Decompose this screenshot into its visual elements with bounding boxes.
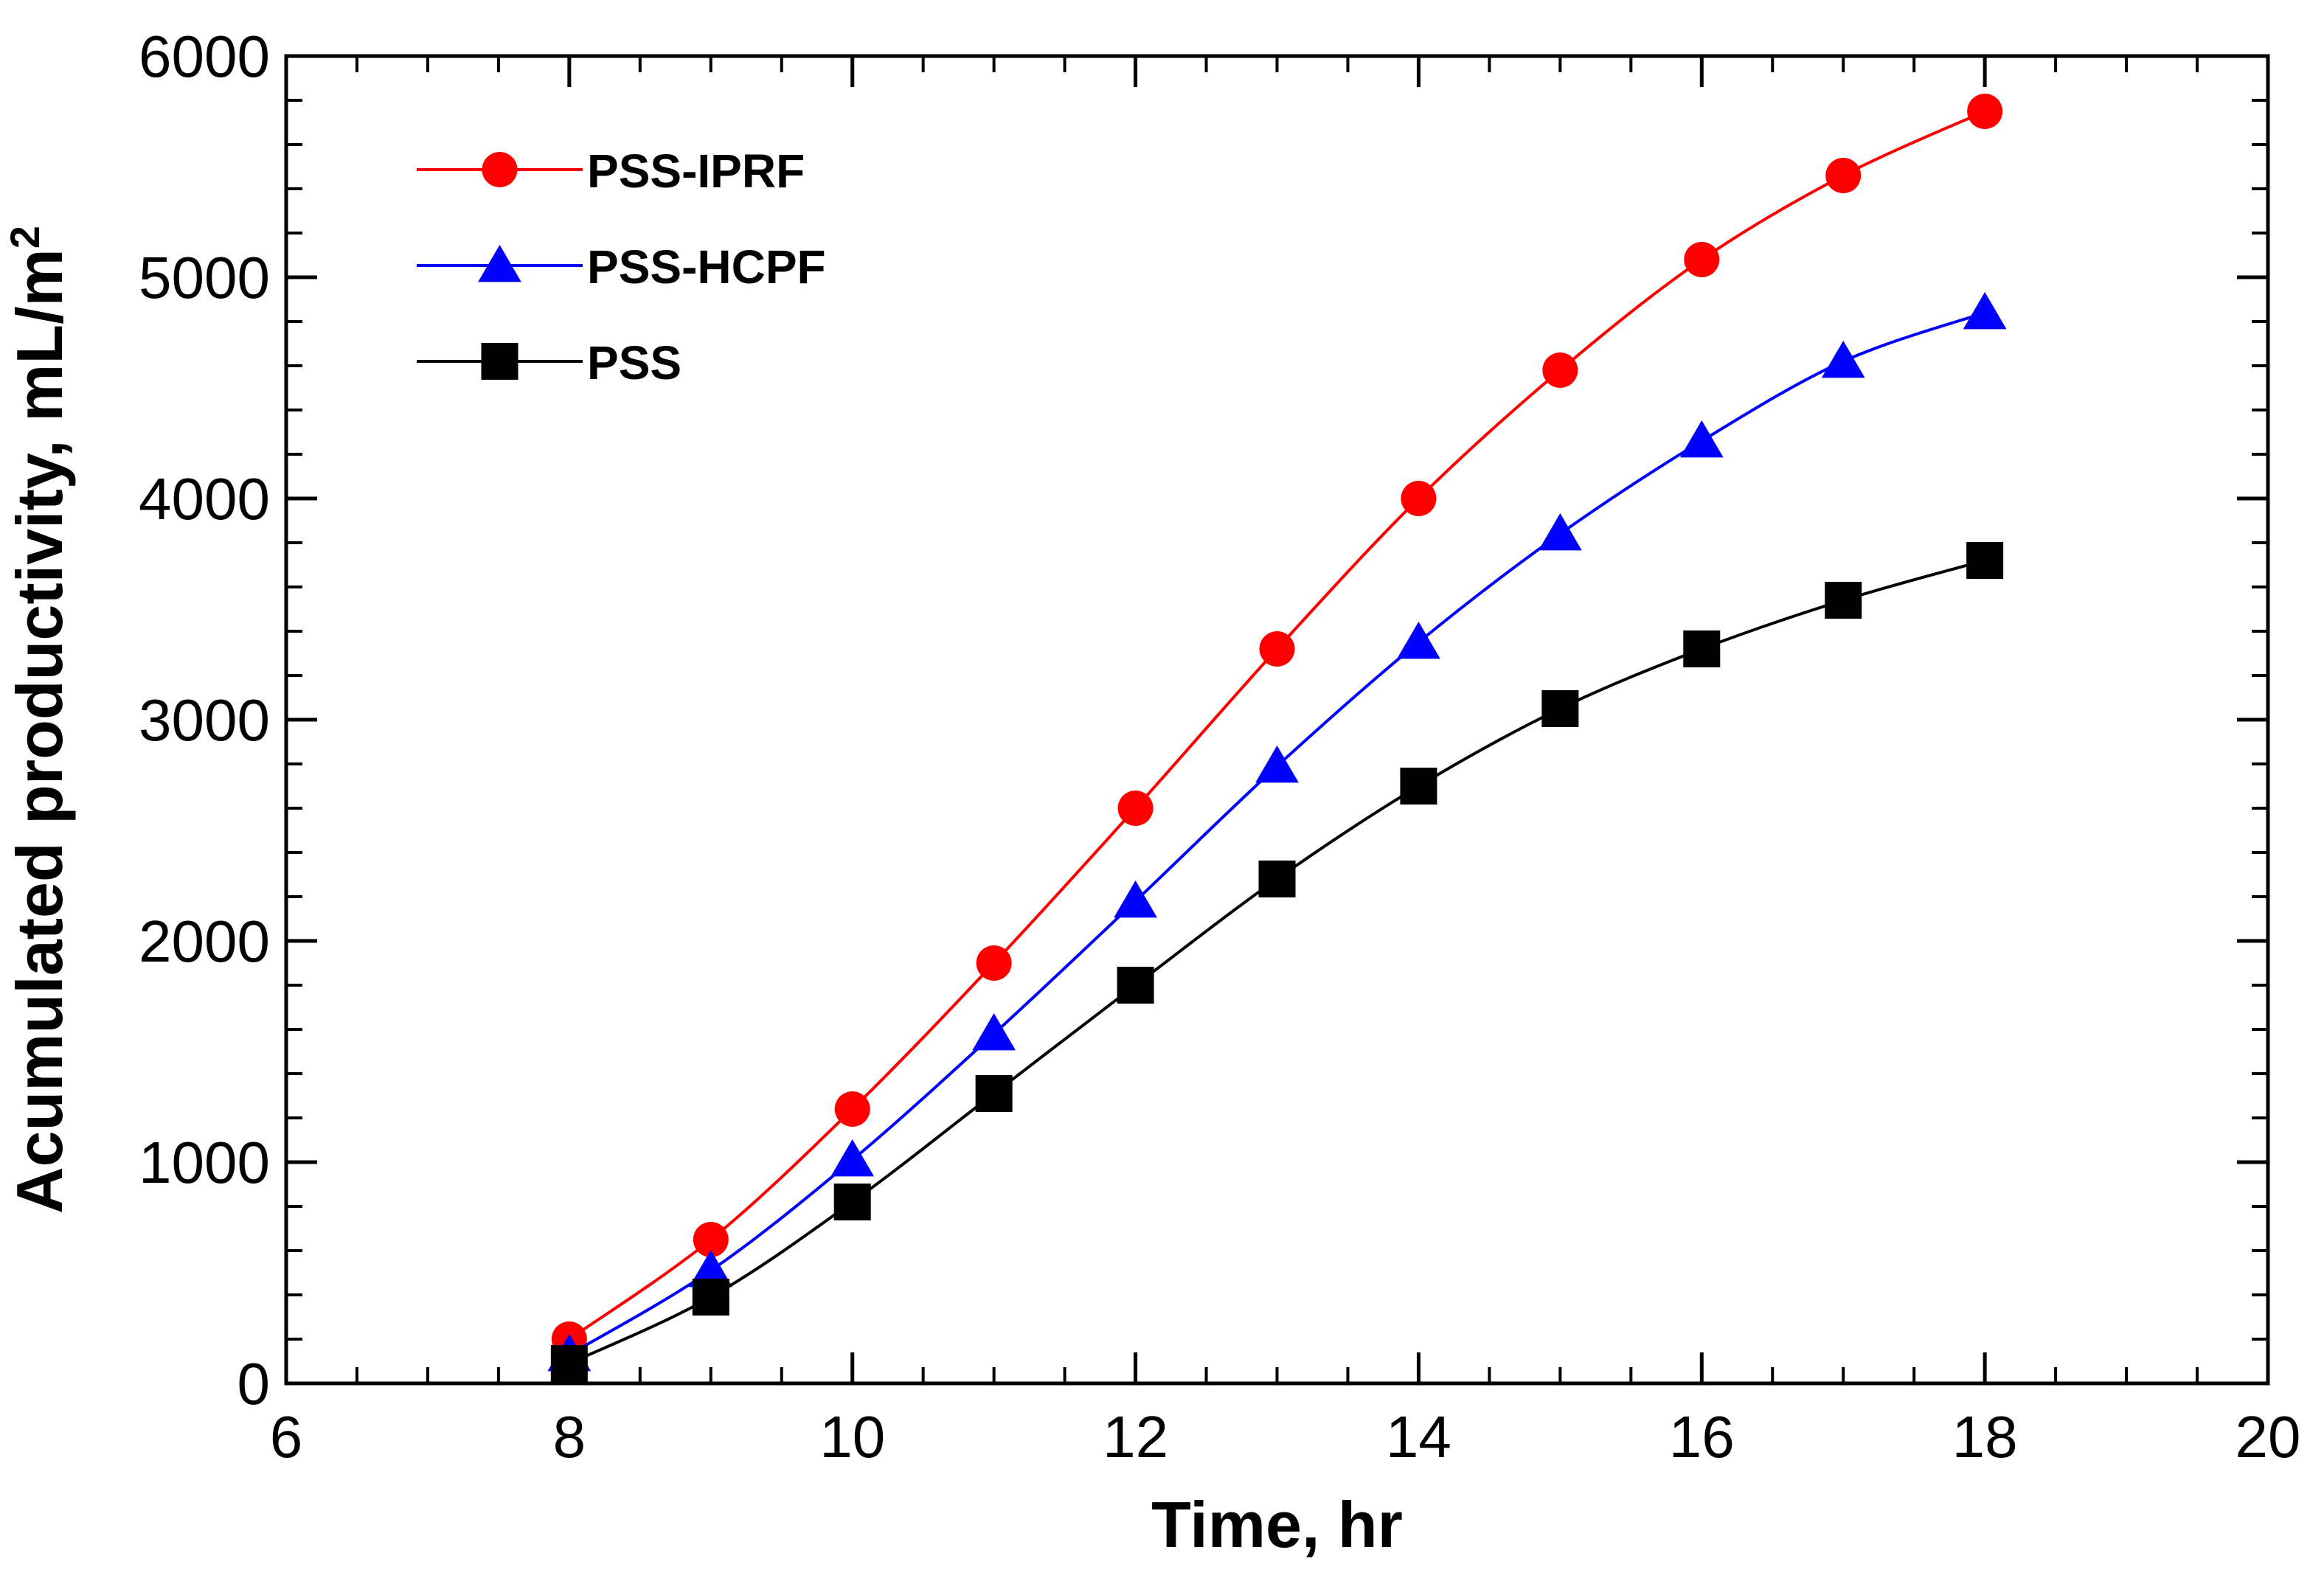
data-point-pss-hcpf [1963, 292, 2007, 330]
plot-frame [284, 54, 2270, 1386]
data-point-pss-iprf [1117, 790, 1154, 826]
y-axis-title: Acumulated productivity, mL/m2 [1, 226, 77, 1214]
y-tick-label: 0 [237, 1351, 271, 1417]
x-tick-label: 12 [1103, 1404, 1168, 1470]
data-point-pss-hcpf [1255, 746, 1299, 783]
data-point-pss [1683, 630, 1721, 667]
data-point-pss [1400, 768, 1437, 805]
data-point-pss-hcpf [1538, 513, 1582, 551]
legend-marker-pss-iprf [482, 152, 518, 187]
data-point-pss [692, 1279, 729, 1316]
series-line-pss-iprf [568, 110, 1985, 1341]
data-point-pss [833, 1184, 871, 1220]
data-point-pss [1117, 967, 1154, 1004]
x-tick-label: 18 [1952, 1404, 2018, 1470]
data-point-pss-hcpf [830, 1139, 875, 1177]
series-pss-iprf [551, 94, 2003, 1357]
legend-item-pss-hcpf: PSS-HCPF [417, 240, 826, 293]
series-line-pss [569, 559, 1985, 1365]
x-tick-label: 6 [270, 1404, 303, 1470]
legend-label-pss-hcpf: PSS-HCPF [587, 240, 826, 293]
data-point-pss-iprf [1542, 352, 1578, 388]
x-tick-label: 8 [553, 1404, 586, 1470]
minor-ticks [286, 56, 2268, 1383]
data-point-pss-iprf [693, 1222, 729, 1257]
data-point-pss-iprf [1825, 158, 1862, 193]
y-tick-label: 5000 [139, 245, 270, 310]
x-axis-title: Time, hr [1151, 1488, 1403, 1561]
y-tick-label: 3000 [139, 687, 270, 753]
data-point-pss-iprf [976, 945, 1012, 981]
data-point-pss [1966, 542, 2004, 579]
data-point-pss-hcpf [1679, 420, 1724, 458]
data-point-pss-hcpf [1397, 622, 1440, 659]
series-pss [550, 542, 2004, 1382]
legend-marker-pss [481, 343, 518, 380]
data-point-pss [1825, 582, 1862, 619]
data-point-pss [1258, 861, 1296, 897]
legend: PSS-IPRF PSS-HCPF PSS [417, 145, 826, 389]
series-line-pss-hcpf [568, 311, 1985, 1356]
legend-item-pss: PSS [417, 336, 681, 389]
data-point-pss-hcpf [689, 1250, 733, 1288]
y-tick-label: 2000 [139, 908, 270, 974]
data-point-pss-iprf [1259, 631, 1295, 667]
x-tick-label: 20 [2235, 1404, 2301, 1470]
x-tick-label: 16 [1669, 1404, 1735, 1470]
data-point-pss-iprf [1684, 242, 1720, 277]
x-tick-label: 14 [1386, 1404, 1451, 1470]
y-tick-label: 6000 [139, 24, 270, 89]
y-axis-title-superscript: 2 [1, 226, 48, 249]
data-point-pss [550, 1345, 588, 1382]
major-ticks [284, 54, 2270, 1386]
data-point-pss-iprf [1967, 94, 2003, 129]
legend-label-pss-iprf: PSS-IPRF [587, 145, 805, 198]
legend-marker-pss-hcpf [478, 245, 521, 282]
data-point-pss-iprf [834, 1091, 870, 1127]
tick-labels: 6 8 10 12 14 16 18 20 0 1000 2000 3000 4000 5000 6000 [139, 24, 2300, 1470]
series-layer [547, 94, 2007, 1382]
data-point-pss-hcpf [1821, 341, 1865, 378]
data-point-pss-hcpf [972, 1013, 1016, 1051]
x-tick-label: 10 [819, 1404, 885, 1470]
legend-label-pss: PSS [587, 336, 681, 389]
data-point-pss-hcpf [1114, 880, 1157, 918]
y-axis-title-main: Acumulated productivity, mL/m [3, 249, 76, 1214]
data-point-pss [975, 1075, 1013, 1112]
data-point-pss [1541, 690, 1579, 727]
y-tick-label: 4000 [139, 466, 270, 532]
legend-item-pss-iprf: PSS-IPRF [417, 145, 805, 198]
y-tick-label: 1000 [139, 1130, 270, 1195]
data-point-pss-iprf [1401, 481, 1437, 516]
series-pss-hcpf [547, 292, 2007, 1372]
